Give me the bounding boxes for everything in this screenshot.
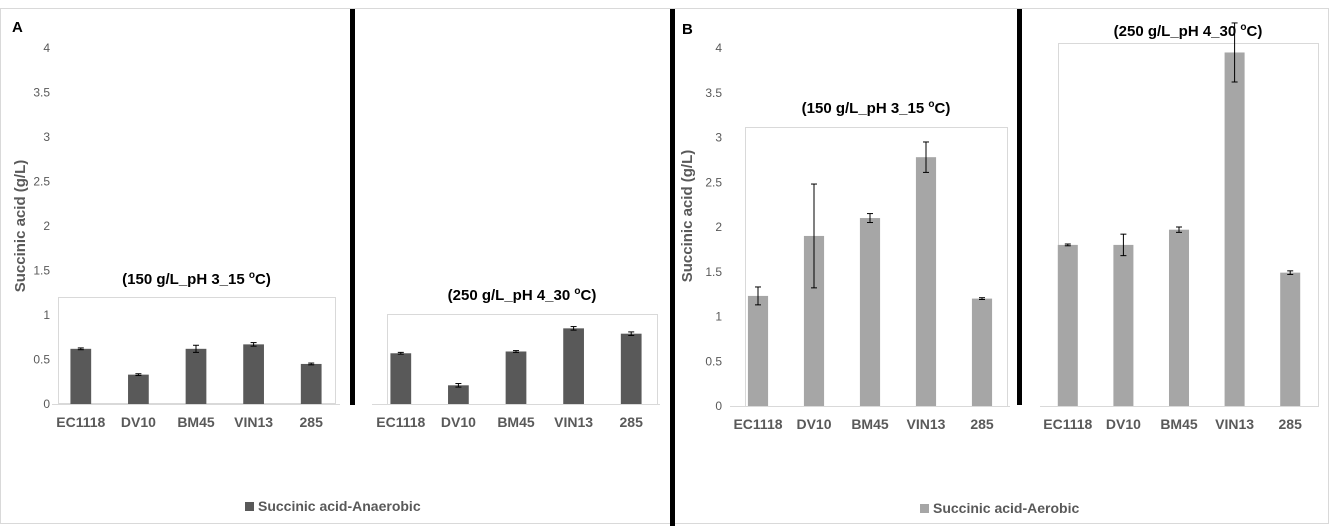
- x-tick-label: BM45: [851, 416, 889, 432]
- panel-a-legend-swatch: [245, 502, 254, 511]
- bar: [803, 235, 825, 406]
- bar: [70, 348, 92, 404]
- panel-a-ylabel: Succinic acid (g/L): [12, 160, 29, 293]
- y-tick-label: 3: [43, 130, 50, 144]
- x-tick-label: EC1118: [733, 416, 782, 432]
- chart-2: (250 g/L_pH 4_30 oC) EC1118 DV10 BM45 VIN13 2…: [372, 286, 660, 430]
- x-tick-label: 285: [970, 416, 994, 432]
- bar: [971, 298, 993, 406]
- y-tick-label: 0.5: [33, 353, 50, 367]
- x-tick-label: EC1118: [56, 414, 105, 430]
- bar: [1113, 244, 1134, 406]
- bar: [747, 295, 769, 406]
- bar: [390, 353, 412, 404]
- panel-b-letter: B: [682, 21, 693, 38]
- panel-a-letter: A: [12, 19, 23, 36]
- bar: [243, 344, 264, 404]
- chart-title: (150 g/L_pH 3_15 oC): [122, 270, 271, 288]
- bar: [185, 348, 207, 404]
- separator-b: [1017, 9, 1022, 405]
- x-tick-label: VIN13: [554, 414, 593, 430]
- y-tick-label: 3.5: [33, 86, 50, 100]
- x-tick-label: BM45: [497, 414, 535, 430]
- y-tick-label: 0.5: [705, 354, 722, 368]
- y-tick-label: 1.5: [705, 265, 722, 279]
- y-tick-label: 1.5: [33, 264, 50, 278]
- chart-title: (250 g/L_pH 4_30 oC): [448, 286, 597, 304]
- bar: [620, 333, 642, 404]
- y-tick-label: 1: [715, 310, 722, 324]
- panel-b-legend-label: Succinic acid-Aerobic: [933, 500, 1079, 516]
- x-tick-label: VIN13: [1215, 416, 1254, 432]
- bar: [915, 157, 937, 406]
- x-tick-label: BM45: [1160, 416, 1198, 432]
- x-tick-label: DV10: [121, 414, 156, 430]
- separator-a: [350, 9, 355, 405]
- bar: [563, 328, 584, 404]
- bar: [128, 374, 149, 404]
- y-tick-label: 4: [43, 41, 50, 55]
- y-tick-label: 2: [43, 219, 50, 233]
- x-tick-label: EC1118: [376, 414, 425, 430]
- bar: [505, 351, 527, 404]
- x-tick-label: DV10: [1106, 416, 1141, 432]
- chart-1: 0 0.5 1 1.5 2 2.5 3 3.5 4 (150 g/L_pH 3_15 oC) EC1…: [33, 41, 340, 430]
- y-tick-label: 0: [715, 399, 722, 413]
- y-tick-label: 3: [715, 131, 722, 145]
- y-tick-label: 2.5: [705, 175, 722, 189]
- y-tick-label: 4: [715, 41, 722, 55]
- panel-b-legend-swatch: [920, 504, 929, 513]
- panel-a-legend-label: Succinic acid-Anaerobic: [258, 498, 421, 514]
- panel-a-frame: [0, 8, 673, 524]
- charts: 0 0.5 1 1.5 2 2.5 3 3.5 4 (150 g/L_pH 3_15 oC) EC1…: [33, 22, 1319, 432]
- y-tick-label: 0: [43, 397, 50, 411]
- x-tick-label: DV10: [796, 416, 831, 432]
- chart-title: (250 g/L_pH 4_30 oC): [1114, 22, 1263, 40]
- x-tick-label: 285: [620, 414, 644, 430]
- x-tick-label: BM45: [177, 414, 215, 430]
- chart-4: (250 g/L_pH 4_30 oC) EC1118 DV10 BM45 VIN13 2…: [1040, 22, 1319, 432]
- bar: [1168, 229, 1190, 406]
- bar: [1280, 272, 1301, 406]
- y-tick-label: 3.5: [705, 86, 722, 100]
- x-tick-label: EC1118: [1043, 416, 1092, 432]
- chart-3: 0 0.5 1 1.5 2 2.5 3 3.5 4 (150 g/L_pH 3_15 oC) EC1…: [705, 41, 1010, 432]
- y-tick-label: 1: [43, 308, 50, 322]
- bar: [300, 363, 322, 404]
- panel-b-ylabel: Succinic acid (g/L): [679, 150, 696, 283]
- x-tick-label: 285: [300, 414, 324, 430]
- bar: [1224, 52, 1245, 406]
- chart-title: (150 g/L_pH 3_15 oC): [802, 99, 951, 117]
- bar: [448, 385, 469, 404]
- x-tick-label: 285: [1279, 416, 1303, 432]
- separator-ab: [670, 9, 675, 526]
- x-tick-label: DV10: [441, 414, 476, 430]
- x-tick-label: VIN13: [234, 414, 273, 430]
- bar: [859, 218, 881, 406]
- x-tick-label: VIN13: [907, 416, 946, 432]
- y-tick-label: 2: [715, 220, 722, 234]
- y-tick-label: 2.5: [33, 175, 50, 189]
- bar: [1057, 244, 1078, 406]
